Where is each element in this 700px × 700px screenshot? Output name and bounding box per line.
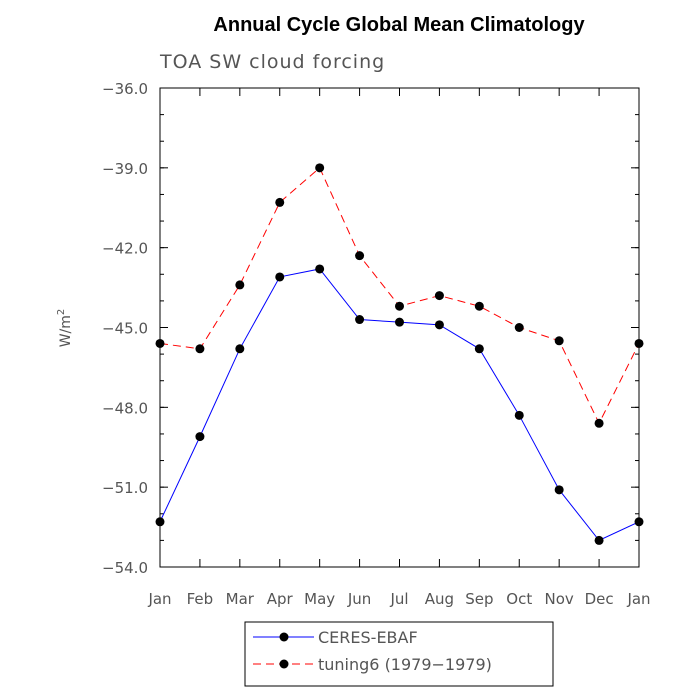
plot-frame [159, 87, 640, 568]
legend-marker-1 [279, 632, 289, 642]
y-tick-label: −45.0 [102, 320, 148, 338]
series-2-point [594, 418, 604, 428]
series-1-point [554, 485, 564, 495]
x-tick-label: Aug [425, 590, 454, 608]
series-2-point [554, 336, 564, 346]
series-2-point [315, 163, 325, 173]
y-axis-label-superscript: 2 [56, 309, 67, 315]
x-tick-label: Jun [347, 590, 371, 608]
series-1-point [434, 320, 444, 330]
series-2-point [155, 338, 165, 348]
series-1-point [395, 317, 404, 327]
series-1-point [235, 344, 245, 354]
x-tick-label: May [304, 590, 335, 608]
y-axis-label-text: W/m [58, 315, 74, 347]
series-2-point [195, 344, 205, 354]
chart-title: Annual Cycle Global Mean Climatology [213, 14, 585, 36]
legend-label-2: tuning6 (1979−1979) [318, 655, 492, 674]
series-1-point [594, 535, 604, 545]
legend-box [244, 621, 554, 687]
series-1-point [355, 315, 365, 325]
series-1-point [315, 264, 325, 274]
x-tick-label: Dec [585, 590, 614, 608]
y-tick-label: −48.0 [102, 399, 148, 417]
series-line-2 [159, 167, 640, 425]
x-tick-label: Mar [226, 590, 255, 608]
series-2-point [235, 280, 245, 290]
y-tick-label: −54.0 [102, 559, 148, 577]
x-tick-label: Nov [545, 590, 574, 608]
y-tick-label: −36.0 [102, 80, 148, 98]
series-2-point [474, 301, 484, 311]
axis-ticks: Jan Feb Mar Apr May Jun Jul Aug Sep Oct Nov Dec Jan −… [102, 80, 651, 608]
x-tick-label: Jul [389, 590, 408, 608]
y-tick-label: −39.0 [102, 160, 148, 178]
y-axis-label: W/m2 [56, 309, 74, 348]
series-1-point [275, 272, 285, 282]
x-tick-label: Jan [626, 590, 650, 608]
series-2-point [434, 291, 444, 301]
series-1-point [474, 344, 484, 354]
x-tick-label: Feb [187, 590, 214, 608]
series-2-point [514, 323, 524, 332]
x-tick-label: Jan [147, 590, 171, 608]
x-tick-label: Oct [506, 590, 532, 608]
series-2-point [634, 338, 644, 348]
series-1-point [634, 517, 644, 527]
legend-marker-2 [279, 659, 289, 669]
series-1-point [195, 432, 205, 442]
x-tick-label: Sep [465, 590, 493, 608]
series-1-point [514, 410, 524, 420]
series-2-point [355, 251, 365, 261]
chart-subtitle: TOA SW cloud forcing [159, 51, 385, 73]
x-tick-label: Apr [267, 590, 294, 608]
legend: CERES-EBAF tuning6 (1979−1979) [253, 628, 492, 674]
legend-label-1: CERES-EBAF [318, 628, 418, 647]
series-2-point [395, 301, 404, 311]
series-layer [155, 163, 644, 545]
series-1-point [155, 517, 165, 527]
y-tick-label: −51.0 [102, 479, 148, 497]
y-tick-label: −42.0 [102, 240, 148, 258]
series-2-point [275, 197, 285, 207]
